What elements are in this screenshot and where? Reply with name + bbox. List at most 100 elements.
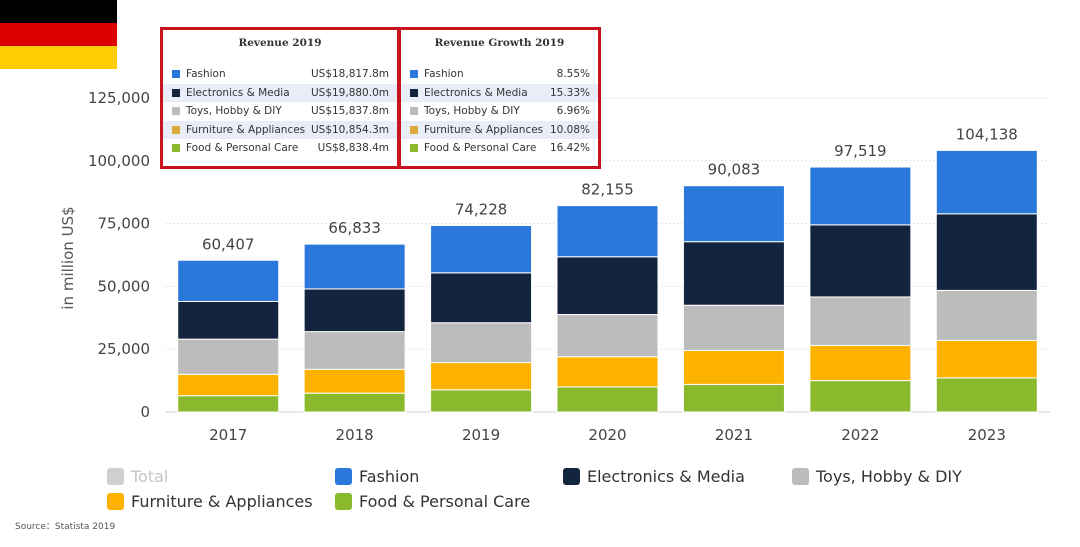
bar-segment-food-personal-care xyxy=(556,386,659,413)
row-swatch xyxy=(172,88,180,97)
bar-segment-electronics-media xyxy=(682,241,785,306)
info-row: Food & Personal Care 16.42% xyxy=(401,139,598,158)
x-tick-label: 2018 xyxy=(336,426,374,444)
bar-segment-furniture-appliances xyxy=(935,339,1038,379)
growth-box-title: Revenue Growth 2019 xyxy=(434,37,565,49)
info-row: Electronics & Media 15.33% xyxy=(401,83,598,102)
row-name: Food & Personal Care xyxy=(424,142,537,154)
row-name: Fashion xyxy=(424,68,464,80)
y-tick-label: 50,000 xyxy=(98,277,151,295)
germany-flag xyxy=(0,0,117,69)
bar-total-label: 82,155 xyxy=(581,181,634,199)
bar-segment-furniture-appliances xyxy=(682,349,785,385)
bar-segment-toys-hobby-diy xyxy=(430,322,533,364)
y-axis-title: in million US$ xyxy=(59,206,77,309)
row-value: 16.42% xyxy=(549,142,590,154)
bar-segment-electronics-media xyxy=(430,272,533,324)
row-swatch xyxy=(172,107,180,115)
bar-segment-furniture-appliances xyxy=(177,373,280,397)
x-tick-label: 2022 xyxy=(841,426,879,444)
flag-stripe-black xyxy=(0,0,117,23)
bar-segment-fashion xyxy=(556,205,659,258)
bar-segment-fashion xyxy=(682,185,785,243)
row-swatch xyxy=(172,70,180,78)
bar-segment-fashion xyxy=(430,225,533,274)
x-tick-label: 2021 xyxy=(715,426,753,444)
row-swatch xyxy=(410,107,418,115)
bar-segment-fashion xyxy=(303,243,406,290)
bar-segment-electronics-media xyxy=(177,300,280,340)
row-name: Electronics & Media xyxy=(424,86,528,99)
y-tick-label: 0 xyxy=(140,403,150,421)
x-tick-label: 2020 xyxy=(588,426,626,444)
row-value: 8.55% xyxy=(556,68,590,80)
growth-2019-box: Revenue Growth 2019 Fashion 8.55% Electron… xyxy=(398,27,601,169)
bar-segment-electronics-media xyxy=(935,213,1038,291)
revenue-box-title: Revenue 2019 xyxy=(238,37,322,49)
bar-segment-toys-hobby-diy xyxy=(303,331,406,370)
row-name: Toys, Hobby & DIY xyxy=(186,105,282,117)
row-swatch xyxy=(410,125,418,134)
row-value: US$8,838.4m xyxy=(317,142,389,154)
bar-total-label: 66,833 xyxy=(328,219,381,237)
bar-segment-fashion xyxy=(177,259,280,302)
row-value: US$19,880.0m xyxy=(310,86,389,99)
legend-label: Total xyxy=(131,467,169,486)
bar-segment-toys-hobby-diy xyxy=(809,296,912,346)
bar-segment-food-personal-care xyxy=(809,380,912,413)
bar-total-label: 60,407 xyxy=(202,235,255,253)
legend-label: Furniture & Appliances xyxy=(131,492,313,511)
x-tick-label: 2019 xyxy=(462,426,500,444)
info-row: Toys, Hobby & DIY 6.96% xyxy=(401,102,598,121)
legend-swatch xyxy=(792,468,809,485)
row-value: US$18,817.8m xyxy=(310,68,389,80)
growth-box-rows: Fashion 8.55% Electronics & Media 15.33% Toy… xyxy=(401,65,598,158)
row-name: Fashion xyxy=(186,68,226,80)
flag-stripe-gold xyxy=(0,46,117,69)
info-row: Fashion 8.55% xyxy=(401,65,598,84)
row-name: Furniture & Appliances xyxy=(424,123,544,136)
legend-swatch xyxy=(107,468,124,485)
legend-label: Fashion xyxy=(359,467,420,486)
row-name: Electronics & Media xyxy=(186,86,290,99)
legend-swatch xyxy=(335,493,352,510)
info-row: Toys, Hobby & DIY US$15,837.8m xyxy=(163,102,397,121)
row-swatch xyxy=(410,144,418,152)
legend-label: Food & Personal Care xyxy=(359,492,531,511)
bar-segment-food-personal-care xyxy=(303,392,406,413)
bar-total-label: 97,519 xyxy=(834,142,887,160)
info-row: Furniture & Appliances US$10,854.3m xyxy=(163,120,397,139)
bar-segment-food-personal-care xyxy=(177,395,280,413)
row-swatch xyxy=(172,125,180,134)
y-tick-label: 125,000 xyxy=(88,89,150,107)
row-name: Food & Personal Care xyxy=(186,142,299,154)
bar-segment-food-personal-care xyxy=(430,389,533,413)
revenue-box-rows: Fashion US$18,817.8m Electronics & Media US… xyxy=(163,65,397,158)
bar-segment-fashion xyxy=(935,149,1038,215)
row-value: US$15,837.8m xyxy=(310,105,389,117)
info-row: Food & Personal Care US$8,838.4m xyxy=(163,139,397,158)
bar-segment-toys-hobby-diy xyxy=(556,314,659,358)
legend-swatch xyxy=(563,468,580,485)
bar-segment-toys-hobby-diy xyxy=(177,338,280,375)
bar-segment-electronics-media xyxy=(556,256,659,316)
bar-segment-furniture-appliances xyxy=(556,356,659,388)
legend-swatch xyxy=(107,493,124,510)
row-swatch xyxy=(172,144,180,152)
row-swatch xyxy=(410,88,418,97)
row-value: 6.96% xyxy=(556,105,590,117)
row-value: US$10,854.3m xyxy=(310,123,389,136)
bar-segment-electronics-media xyxy=(809,224,912,298)
bar-segment-furniture-appliances xyxy=(809,344,912,382)
bar-segment-electronics-media xyxy=(303,288,406,333)
y-tick-label: 100,000 xyxy=(88,152,150,170)
row-value: 10.08% xyxy=(549,123,590,136)
info-row: Furniture & Appliances 10.08% xyxy=(401,120,598,139)
bar-segment-fashion xyxy=(809,166,912,226)
x-tick-label: 2017 xyxy=(209,426,247,444)
legend-label: Toys, Hobby & DIY xyxy=(816,467,962,486)
info-row: Electronics & Media US$19,880.0m xyxy=(163,83,397,102)
legend-swatch xyxy=(335,468,352,485)
bar-total-label: 104,138 xyxy=(956,125,1018,143)
